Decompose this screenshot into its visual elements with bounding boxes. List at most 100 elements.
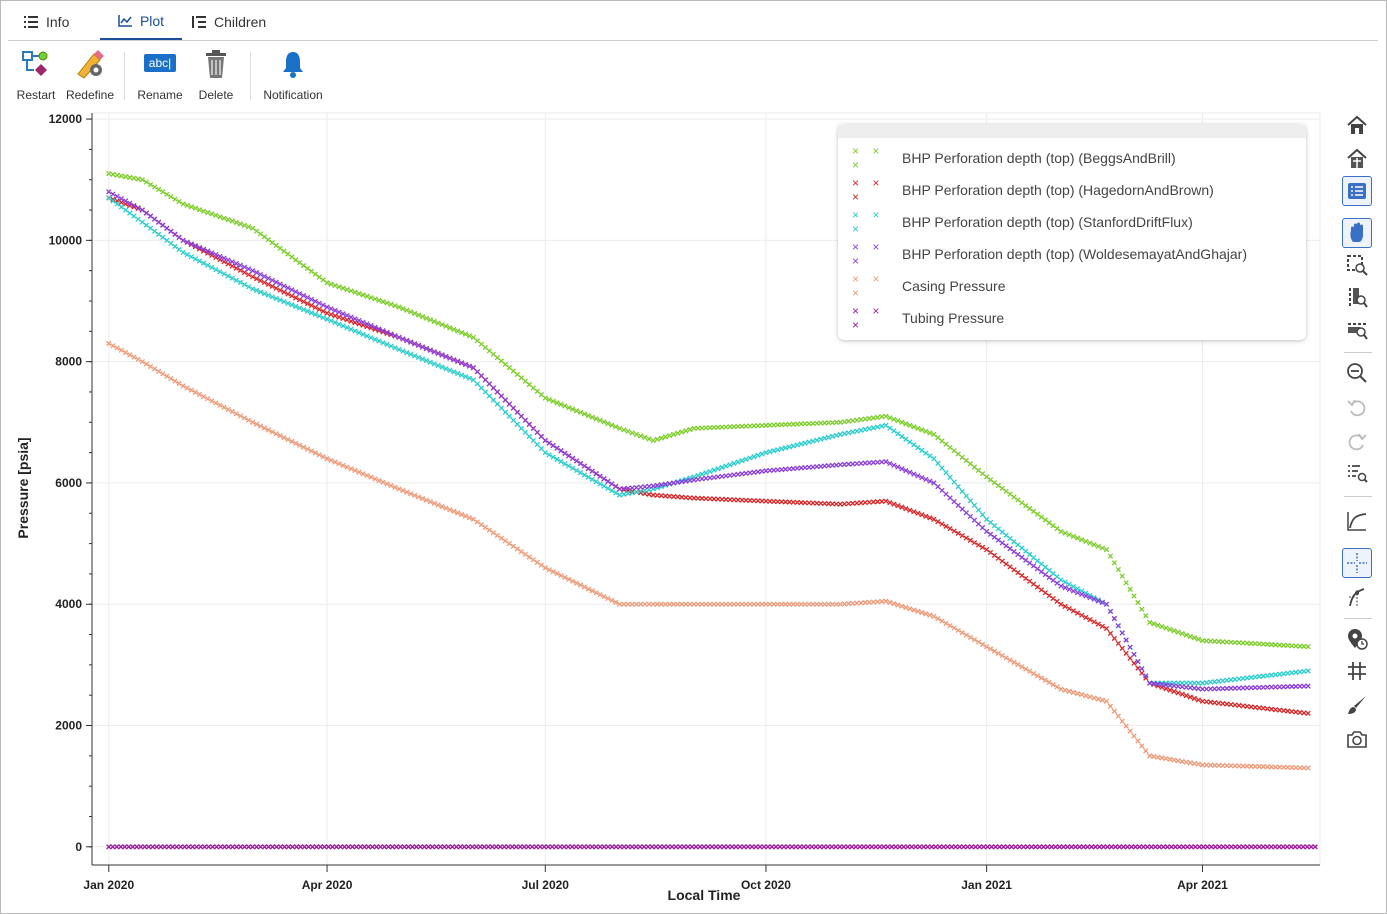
series-1-point	[1207, 699, 1214, 705]
series-0-point	[903, 421, 909, 427]
series-0-point	[332, 282, 338, 289]
series-4-point	[118, 347, 125, 353]
series-0-point	[277, 245, 283, 251]
pan-icon[interactable]	[1342, 218, 1372, 248]
series-3-point	[376, 326, 382, 332]
legend-drag-handle[interactable]	[838, 124, 1306, 138]
tab-plot[interactable]: Plot	[100, 4, 182, 40]
series-3-point	[110, 191, 116, 197]
restart-button[interactable]: Restart	[8, 46, 64, 106]
legend-item[interactable]: × × × BHP Perforation depth (top) (Woldes…	[852, 240, 1247, 268]
series-2-point	[344, 324, 350, 331]
series-2-point	[1091, 594, 1097, 601]
series-0-point	[1115, 566, 1121, 573]
legend-item[interactable]: × × × BHP Perforation depth (top) (BeggsA…	[852, 144, 1176, 172]
home-icon[interactable]	[1342, 110, 1372, 140]
list-icon	[24, 16, 38, 28]
hover-icon[interactable]	[1342, 582, 1372, 612]
series-1-point	[1023, 575, 1029, 582]
delete-button[interactable]: Delete	[188, 46, 244, 106]
series-3-point	[316, 300, 322, 306]
series-0-point	[593, 416, 599, 422]
series-4-point	[833, 601, 840, 607]
x-zoom-icon[interactable]	[1342, 314, 1372, 344]
series-1-point	[1015, 569, 1021, 576]
legend-item[interactable]: × × × Tubing Pressure	[852, 304, 1004, 332]
series-1-point	[1224, 701, 1230, 707]
series-5-point	[837, 844, 843, 850]
curve-icon[interactable]	[1342, 506, 1372, 536]
series-5-point	[493, 844, 499, 850]
series-2-point	[837, 431, 843, 438]
series-5-point	[237, 844, 244, 850]
series-4-point	[518, 549, 524, 555]
series-2-point	[1070, 583, 1077, 590]
series-3-point	[506, 401, 512, 407]
series-4-point	[384, 481, 390, 487]
series-4-point	[939, 618, 945, 624]
legend-item[interactable]: × × × BHP Perforation depth (top) (Stanfo…	[852, 208, 1193, 236]
series-2-point	[518, 425, 524, 432]
series-5-point	[1248, 844, 1254, 850]
rename-button[interactable]: abc| Rename	[132, 46, 188, 106]
series-0-point	[1127, 586, 1133, 592]
series-2-point	[261, 290, 268, 297]
series-5-point	[877, 844, 883, 850]
series-1-point	[269, 283, 275, 289]
box-zoom-icon[interactable]	[1342, 250, 1372, 280]
crosshair-icon[interactable]	[1342, 548, 1372, 578]
series-0-point	[1091, 542, 1097, 548]
series-2-point	[1203, 679, 1210, 686]
series-3-point	[300, 292, 307, 299]
series-3-point	[1070, 588, 1077, 594]
series-5-point	[162, 844, 168, 850]
tab-children[interactable]: Children	[192, 4, 266, 40]
series-2-point	[1293, 669, 1299, 675]
pin-icon[interactable]	[1342, 624, 1372, 654]
home-alt-icon[interactable]	[1342, 144, 1372, 174]
series-5-point	[198, 844, 204, 850]
legend-item[interactable]: × × × BHP Perforation depth (top) (Hagedo…	[852, 176, 1214, 204]
series-5-point	[1240, 844, 1246, 850]
legend-icon[interactable]	[1342, 176, 1372, 206]
series-4-point	[538, 562, 544, 568]
series-1-point	[225, 261, 231, 267]
series-4-point	[759, 601, 765, 607]
chart-legend[interactable]: × × × BHP Perforation depth (top) (BeggsA…	[838, 124, 1306, 340]
series-2-point	[233, 277, 239, 283]
series-2-point	[308, 310, 315, 316]
series-1-point	[915, 510, 921, 516]
tab-info[interactable]: Info	[24, 4, 69, 40]
series-5-point	[597, 844, 603, 850]
series-4-point	[147, 363, 154, 370]
series-3-point	[971, 517, 978, 523]
series-5-point	[1060, 844, 1067, 850]
series-4-point	[703, 601, 709, 607]
y-zoom-icon[interactable]	[1342, 282, 1372, 312]
camera-icon[interactable]	[1342, 724, 1372, 754]
list-zoom-icon[interactable]	[1342, 458, 1372, 488]
series-5-point	[769, 844, 775, 850]
zoom-out-icon[interactable]	[1342, 358, 1372, 388]
legend-item[interactable]: × × × Casing Pressure	[852, 272, 1006, 300]
series-2-point	[213, 266, 219, 273]
series-3-point	[304, 294, 311, 301]
series-1-point	[265, 281, 272, 288]
series-5-point	[1264, 844, 1270, 850]
redefine-button[interactable]: Redefine	[62, 46, 118, 106]
brush-icon[interactable]	[1342, 690, 1372, 720]
series-3-point	[1119, 630, 1125, 636]
series-5-point	[1136, 844, 1143, 850]
series-5-point	[1048, 844, 1055, 850]
series-2-point	[510, 417, 516, 423]
series-1-point	[866, 499, 872, 505]
series-0-point	[494, 354, 500, 361]
grid-icon[interactable]	[1342, 656, 1372, 686]
series-1-point	[308, 302, 315, 309]
series-0-point	[498, 358, 504, 364]
notification-button[interactable]: Notification	[256, 46, 330, 106]
series-4-point	[1139, 743, 1145, 749]
series-5-point	[106, 844, 112, 850]
series-3-point	[862, 460, 868, 466]
